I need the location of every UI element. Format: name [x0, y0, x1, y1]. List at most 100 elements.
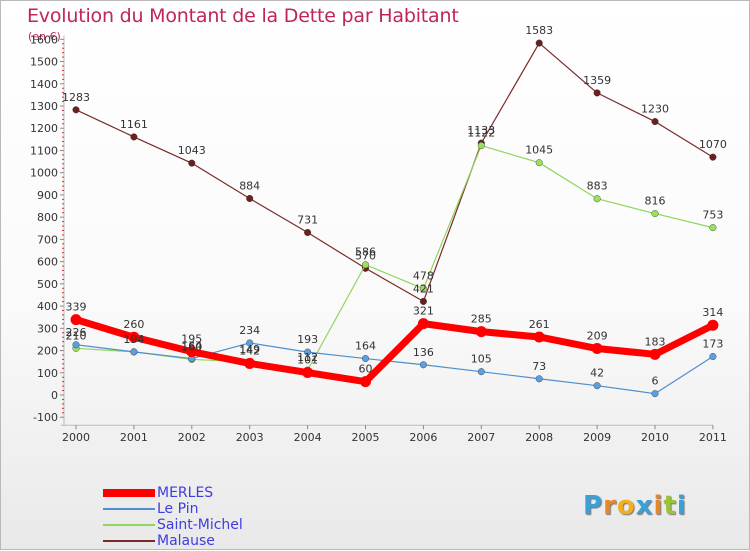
- data-point-saint-michel: [535, 159, 543, 167]
- data-label: 149: [239, 343, 260, 356]
- data-point-le-pin: [304, 348, 312, 356]
- legend-label: Saint-Michel: [157, 517, 243, 533]
- logo-letter: x: [635, 491, 654, 521]
- y-tick-label: 1500: [30, 56, 58, 69]
- data-point-merles: [128, 331, 140, 343]
- data-point-malause: [304, 228, 312, 236]
- data-point-le-pin: [535, 375, 543, 383]
- data-label: 142: [239, 344, 260, 357]
- data-label: 731: [297, 213, 318, 226]
- data-label: 183: [645, 335, 666, 348]
- data-label: 1230: [641, 103, 669, 116]
- x-tick-label: 2003: [236, 431, 264, 444]
- logo-letter: r: [603, 491, 617, 521]
- y-tick-label: 600: [37, 256, 58, 269]
- y-tick-label: 1000: [30, 167, 58, 180]
- data-label: 1283: [62, 91, 90, 104]
- data-point-le-pin: [130, 348, 138, 356]
- data-point-saint-michel: [419, 285, 427, 293]
- legend-item: Saint-Michel: [103, 517, 273, 533]
- data-point-saint-michel: [709, 224, 717, 232]
- data-label: 1043: [178, 144, 206, 157]
- data-label: 101: [297, 354, 318, 367]
- data-point-malause: [535, 39, 543, 47]
- data-label: 314: [702, 306, 723, 319]
- y-tick-label: 100: [37, 367, 58, 380]
- x-tick-label: 2006: [409, 431, 437, 444]
- data-point-le-pin: [419, 361, 427, 369]
- data-label: 570: [355, 249, 376, 262]
- data-label: 883: [587, 180, 608, 193]
- y-tick-label: 1200: [30, 122, 58, 135]
- data-point-saint-michel: [477, 142, 485, 150]
- legend-label: MERLES: [157, 485, 214, 501]
- data-label: 1133: [467, 124, 495, 137]
- legend-swatch: [103, 524, 155, 526]
- series-line-merles: [72, 316, 717, 386]
- x-tick-label: 2005: [352, 431, 380, 444]
- data-point-malause: [709, 153, 717, 161]
- data-point-merles: [649, 348, 661, 360]
- legend-label: Le Pin: [157, 501, 199, 517]
- x-tick-label: 2011: [699, 431, 727, 444]
- data-point-merles: [417, 318, 429, 330]
- data-label: 478: [413, 270, 434, 283]
- data-label: 1161: [120, 118, 148, 131]
- proxiti-logo: Proxiti: [583, 491, 687, 521]
- data-label: 209: [587, 330, 608, 343]
- data-label: 195: [181, 333, 202, 346]
- y-tick-label: 700: [37, 233, 58, 246]
- data-point-le-pin: [362, 355, 370, 363]
- logo-letter: i: [676, 491, 687, 521]
- data-point-merles: [186, 346, 198, 358]
- data-point-merles: [360, 376, 371, 388]
- x-tick-label: 2001: [120, 431, 148, 444]
- data-label: 160: [181, 340, 202, 353]
- data-label: 586: [355, 246, 376, 259]
- logo-letter: o: [616, 491, 636, 521]
- data-point-malause: [419, 297, 427, 305]
- data-point-malause: [72, 106, 80, 114]
- data-point-le-pin: [477, 368, 485, 376]
- data-label: 816: [645, 195, 666, 208]
- data-label: 1045: [525, 144, 553, 157]
- data-label: 1583: [525, 24, 553, 37]
- data-label: 105: [471, 353, 492, 366]
- y-tick-label: 400: [37, 300, 58, 313]
- data-point-merles: [591, 343, 603, 355]
- y-tick-label: 1100: [30, 144, 58, 157]
- series-line-malause: [75, 42, 714, 303]
- series-line-saint-michel: [75, 144, 714, 371]
- chart-title: Evolution du Montant de la Dette par Hab…: [27, 5, 459, 27]
- y-tick-label: 1300: [30, 100, 58, 113]
- data-point-le-pin: [72, 341, 80, 349]
- data-label: 194: [123, 333, 144, 346]
- data-label: 1070: [699, 138, 727, 151]
- data-point-merles: [475, 326, 487, 338]
- y-tick-label: 900: [37, 189, 58, 202]
- legend-swatch: [103, 508, 155, 510]
- data-point-saint-michel: [362, 261, 370, 269]
- data-label: 60: [359, 363, 373, 376]
- data-point-malause: [593, 89, 601, 97]
- data-point-le-pin: [709, 353, 717, 361]
- data-label: 173: [702, 338, 723, 351]
- y-tick-label: 1400: [30, 78, 58, 91]
- x-tick-label: 2008: [525, 431, 553, 444]
- y-tick-label: 500: [37, 278, 58, 291]
- y-tick-label: 300: [37, 322, 58, 335]
- data-point-malause: [188, 159, 196, 167]
- data-point-le-pin: [593, 382, 601, 390]
- data-label: 194: [123, 333, 144, 346]
- data-point-malause: [651, 118, 659, 126]
- legend-swatch: [103, 489, 155, 497]
- chart-subtitle: (en €): [28, 30, 61, 43]
- data-point-merles: [533, 331, 545, 343]
- data-point-le-pin: [651, 390, 659, 398]
- data-label: 1122: [467, 127, 495, 140]
- data-point-merles: [244, 357, 256, 369]
- data-label: 136: [413, 346, 434, 359]
- legend-item: Malause: [103, 533, 273, 549]
- data-label: 421: [413, 282, 434, 295]
